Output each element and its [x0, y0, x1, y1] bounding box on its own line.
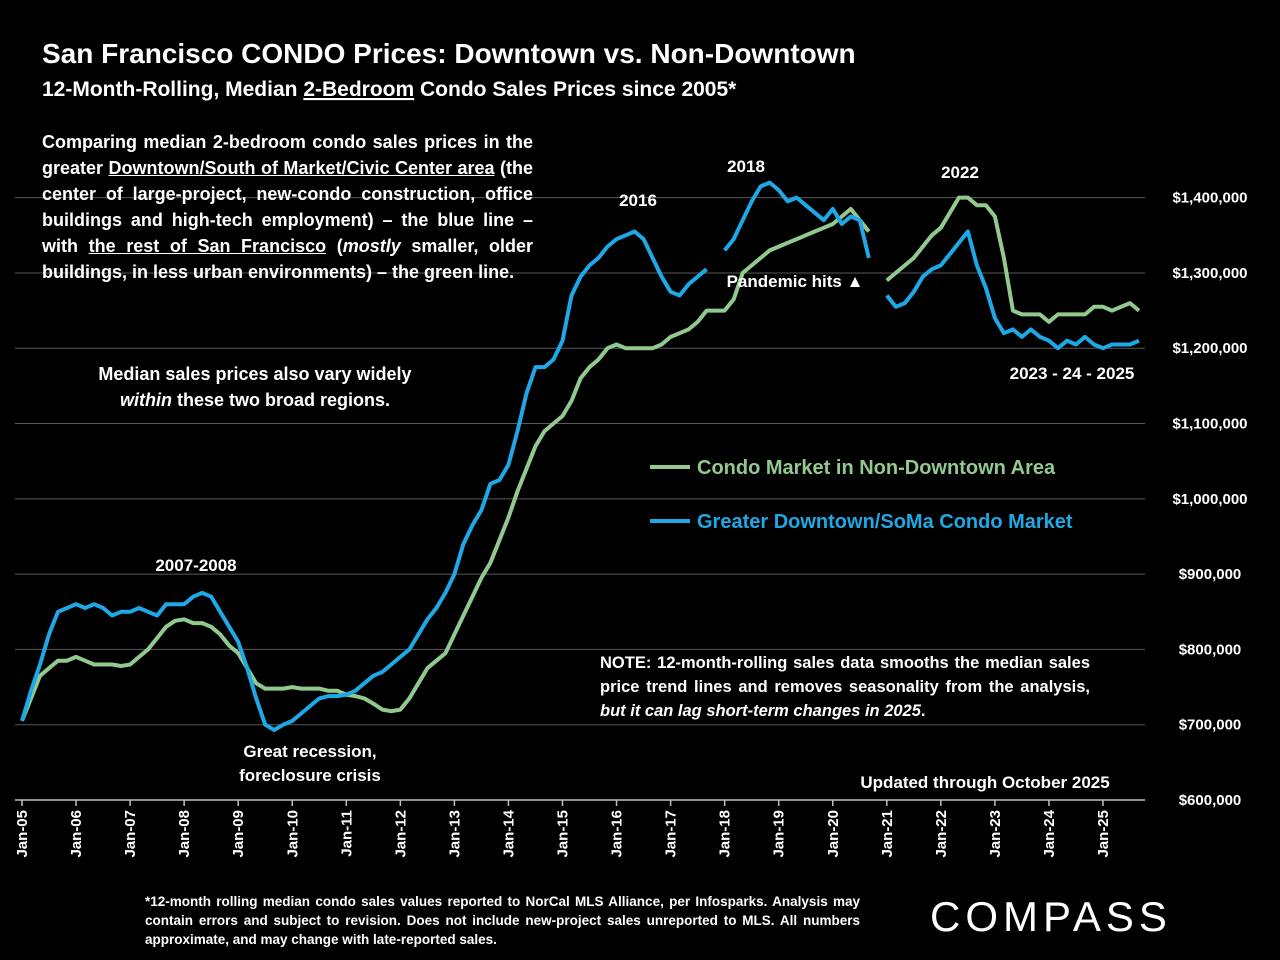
x-tick-label: Jan-08: [176, 810, 193, 858]
annotation: 2022: [941, 163, 979, 182]
y-tick-label: $700,000: [1179, 717, 1242, 734]
note-part: .: [920, 702, 926, 720]
x-tick-label: Jan-12: [392, 810, 409, 858]
regions-note: Median sales prices also vary widely with…: [40, 361, 470, 413]
x-tick-label: Jan-16: [609, 810, 626, 858]
x-tick-label: Jan-06: [68, 810, 85, 858]
intro-part: Comparing median 2-bedroom condo sales p…: [42, 132, 533, 178]
x-tick-label: Jan-17: [663, 810, 680, 858]
annotation: foreclosure crisis: [239, 766, 381, 785]
annotation: 2023 - 24 - 2025: [1010, 364, 1135, 383]
legend-label: Greater Downtown/SoMa Condo Market: [697, 511, 1073, 533]
annotation: Pandemic hits ▲: [727, 272, 864, 291]
series-line: [20, 180, 1140, 732]
x-tick-label: Jan-18: [717, 810, 734, 858]
intro-part: (: [326, 236, 343, 256]
intro-part: the rest of San Francisco: [88, 236, 327, 256]
x-tick-label: Jan-20: [825, 810, 842, 858]
subtitle-part: Condo Sales Prices since 2005*: [414, 78, 737, 101]
x-tick-label: Jan-25: [1095, 810, 1112, 858]
x-tick-label: Jan-13: [446, 810, 463, 858]
x-tick-label: Jan-21: [879, 810, 896, 858]
x-tick-label: Jan-10: [284, 810, 301, 858]
regions-part: these two broad regions.: [171, 390, 391, 410]
x-tick-label: Jan-15: [555, 810, 572, 858]
subtitle-part: 2-Bedroom: [303, 78, 414, 101]
note-text: NOTE: 12-month-rolling sales data smooth…: [600, 651, 1090, 723]
annotation: 2016: [619, 191, 657, 210]
subtitle-part: 12-Month-Rolling, Median: [42, 78, 303, 101]
intro-part: Downtown/South of Market/Civic Center ar…: [108, 158, 495, 178]
y-tick-label: $1,000,000: [1172, 491, 1247, 508]
x-tick-label: Jan-23: [987, 810, 1004, 858]
intro-part: (the center of large-project, new-condo …: [42, 158, 533, 256]
y-tick-label: $900,000: [1179, 566, 1242, 583]
intro-text: Comparing median 2-bedroom condo sales p…: [42, 129, 533, 285]
regions-part: within: [119, 390, 172, 410]
series-line: [20, 195, 1141, 722]
chart-title: San Francisco CONDO Prices: Downtown vs.…: [42, 38, 856, 69]
intro-part: smaller, older buildings, in less urban …: [42, 236, 534, 282]
y-tick-label: $1,400,000: [1172, 190, 1247, 207]
note-part: but it can lag short-term changes in 202…: [600, 702, 921, 720]
x-tick-label: Jan-19: [771, 810, 788, 858]
note-part: NOTE: 12-month-rolling sales data smooth…: [600, 654, 1090, 696]
brand-logo: COMPASS: [930, 893, 1172, 940]
annotation: Great recession,: [243, 742, 376, 761]
y-tick-label: $1,200,000: [1172, 340, 1247, 357]
x-tick-label: Jan-09: [230, 810, 247, 858]
x-tick-label: Jan-07: [122, 810, 139, 858]
y-tick-label: $800,000: [1179, 641, 1242, 658]
x-tick-label: Jan-05: [14, 810, 31, 858]
intro-part: mostly: [342, 236, 401, 256]
x-tick-label: Jan-22: [933, 810, 950, 858]
regions-part: Median sales prices also vary widely: [98, 364, 412, 384]
y-tick-label: $1,300,000: [1172, 265, 1247, 282]
x-tick-label: Jan-24: [1041, 809, 1058, 857]
footnote: *12-month rolling median condo sales val…: [145, 894, 860, 947]
updated-note: Updated through October 2025: [860, 773, 1109, 792]
annotation: 2007-2008: [155, 556, 236, 575]
x-tick-label: Jan-11: [338, 810, 355, 857]
annotation: 2018: [727, 157, 765, 176]
legend-label: Condo Market in Non-Downtown Area: [697, 457, 1056, 479]
y-tick-label: $600,000: [1179, 792, 1242, 809]
y-tick-label: $1,100,000: [1172, 416, 1247, 433]
x-tick-label: Jan-14: [500, 809, 517, 857]
chart-subtitle: 12-Month-Rolling, Median 2-Bedroom Condo…: [42, 78, 737, 101]
